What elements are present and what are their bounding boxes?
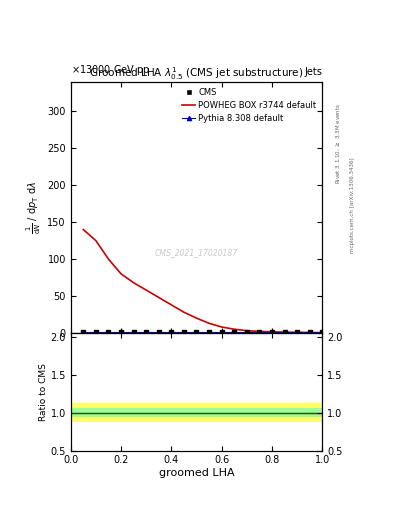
Text: $\times$13000 GeV pp: $\times$13000 GeV pp — [71, 63, 150, 77]
Y-axis label: Ratio to CMS: Ratio to CMS — [39, 363, 48, 421]
Text: Jets: Jets — [305, 67, 322, 77]
Y-axis label: $\frac{1}{\mathrm{d}N}$ / $\mathrm{d}p_\mathrm{T}$ $\mathrm{d}\lambda$: $\frac{1}{\mathrm{d}N}$ / $\mathrm{d}p_\… — [25, 181, 43, 234]
Text: CMS_2021_17020187: CMS_2021_17020187 — [155, 248, 238, 257]
Legend: CMS, POWHEG BOX r3744 default, Pythia 8.308 default: CMS, POWHEG BOX r3744 default, Pythia 8.… — [181, 86, 318, 125]
X-axis label: groomed LHA: groomed LHA — [159, 468, 234, 478]
Text: Rivet 3.1.10, $\geq$ 3.3M events: Rivet 3.1.10, $\geq$ 3.3M events — [334, 103, 342, 184]
Text: mcplots.cern.ch [arXiv:1306.3436]: mcplots.cern.ch [arXiv:1306.3436] — [350, 157, 355, 252]
Title: Groomed LHA $\lambda^{1}_{0.5}$ (CMS jet substructure): Groomed LHA $\lambda^{1}_{0.5}$ (CMS jet… — [89, 65, 304, 82]
